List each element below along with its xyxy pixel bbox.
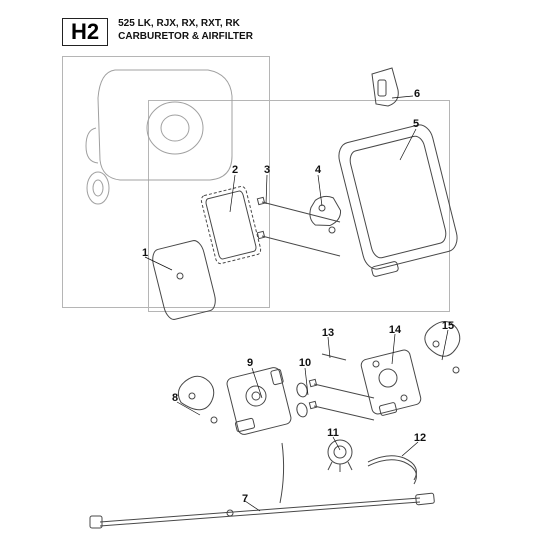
diagram-subtitle: 525 LK, RJX, RX, RXT, RK CARBURETOR & AI… — [118, 18, 253, 43]
callout-14: 14 — [389, 324, 401, 336]
callout-6: 6 — [414, 88, 420, 100]
title-line: CARBURETOR & AIRFILTER — [118, 31, 253, 44]
callout-11: 11 — [327, 427, 339, 439]
callout-5: 5 — [413, 118, 419, 130]
callout-10: 10 — [299, 357, 311, 369]
callout-1: 1 — [142, 247, 148, 259]
diagram-code: H2 — [62, 18, 108, 46]
callout-3: 3 — [264, 164, 270, 176]
callout-2: 2 — [232, 164, 238, 176]
callout-9: 9 — [247, 357, 253, 369]
models-line: 525 LK, RJX, RX, RXT, RK — [118, 18, 253, 31]
panel-b — [148, 100, 450, 312]
callout-13: 13 — [322, 327, 334, 339]
callout-4: 4 — [315, 164, 321, 176]
callout-15: 15 — [442, 320, 454, 332]
callout-7: 7 — [242, 493, 248, 505]
callout-8: 8 — [172, 392, 178, 404]
diagram-stage: H2 525 LK, RJX, RX, RXT, RK CARBURETOR &… — [0, 0, 560, 560]
callout-12: 12 — [414, 432, 426, 444]
diagram-header: H2 525 LK, RJX, RX, RXT, RK CARBURETOR &… — [62, 18, 253, 46]
